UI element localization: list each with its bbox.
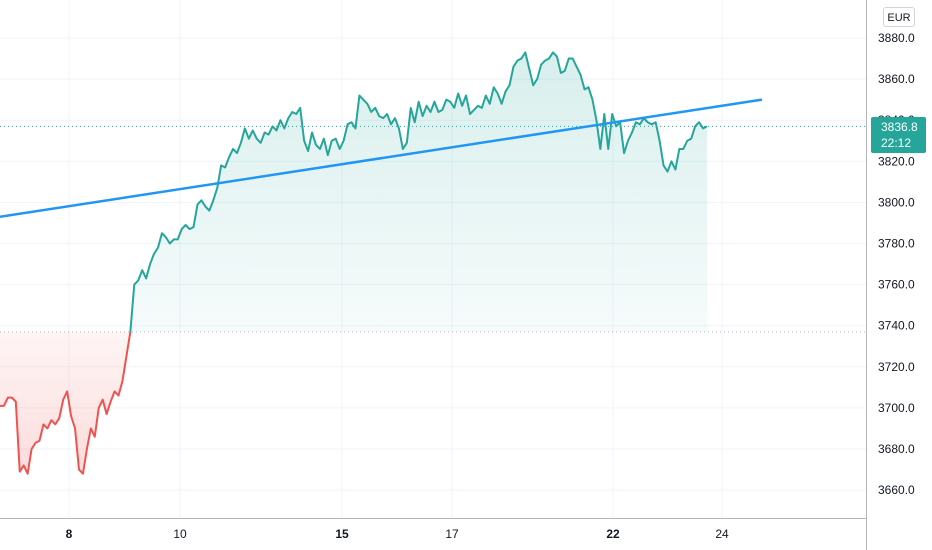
y-tick-label: 3660.0 xyxy=(878,483,915,497)
y-axis: 3880.03860.03840.03820.03800.03780.03760… xyxy=(866,0,915,550)
currency-button[interactable]: EUR xyxy=(883,7,915,27)
x-tick-label: 17 xyxy=(445,527,459,541)
below-baseline-area xyxy=(0,331,131,474)
series-line-below xyxy=(0,331,132,475)
x-tick-label: 8 xyxy=(66,527,73,541)
y-tick-label: 3680.0 xyxy=(878,442,915,456)
area-fills xyxy=(0,52,708,474)
last-price-value: 3836.8 xyxy=(881,120,918,134)
x-axis: 8 10 15 17 22 24 xyxy=(0,518,866,541)
last-price-label: 3836.8 22:12 xyxy=(871,117,926,153)
x-tick-label: 22 xyxy=(606,527,620,541)
bar-countdown: 22:12 xyxy=(881,136,912,150)
series-line-above xyxy=(129,51,708,332)
y-tick-label: 3780.0 xyxy=(878,237,915,251)
x-tick-label: 15 xyxy=(335,527,349,541)
y-tick-label: 3760.0 xyxy=(878,278,915,292)
series-lines xyxy=(0,51,763,475)
y-tick-label: 3700.0 xyxy=(878,401,915,415)
y-tick-label: 3800.0 xyxy=(878,195,915,209)
y-tick-label: 3720.0 xyxy=(878,360,915,374)
trendline xyxy=(0,98,763,219)
y-tick-label: 3740.0 xyxy=(878,319,915,333)
y-tick-label: 3820.0 xyxy=(878,154,915,168)
x-tick-label: 10 xyxy=(173,527,187,541)
y-tick-label: 3880.0 xyxy=(878,31,915,45)
x-tick-label: 24 xyxy=(715,527,729,541)
above-baseline-area xyxy=(130,52,708,332)
y-tick-label: 3860.0 xyxy=(878,72,915,86)
